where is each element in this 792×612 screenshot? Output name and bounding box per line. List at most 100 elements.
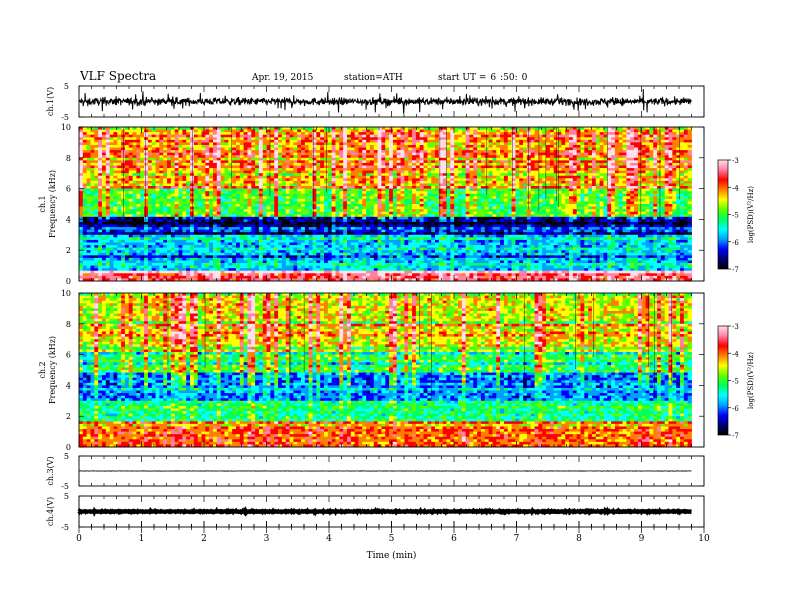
spectrogram-cell: [657, 186, 661, 189]
spectrogram-cell: [247, 191, 251, 194]
spectrogram-cell: [657, 178, 661, 181]
spectrogram-cell: [133, 178, 137, 181]
spectrogram-cell: [79, 204, 83, 207]
spectrogram-cell: [335, 130, 339, 133]
spectrogram-cell: [290, 189, 294, 192]
spectrogram-cell: [600, 158, 604, 161]
spectrogram-cell: [113, 150, 117, 153]
spectrogram-cell: [573, 176, 577, 179]
spectrogram-cell: [186, 153, 190, 156]
spectrogram-cell: [573, 183, 577, 186]
spectrogram-cell: [669, 140, 673, 143]
spectrogram-cell: [546, 145, 550, 148]
spectrogram-cell: [335, 176, 339, 179]
spectrogram-cell: [217, 158, 221, 161]
spectrogram-cell: [619, 181, 623, 184]
spectrogram-cell: [515, 153, 519, 156]
spectrogram-cell: [186, 158, 190, 161]
spectrogram-cell: [240, 166, 244, 169]
spectrogram-cell: [79, 163, 83, 166]
spectrogram-cell: [592, 191, 596, 194]
spectrogram-cell: [113, 153, 117, 156]
spectrogram-cell: [489, 163, 493, 166]
spectrogram-cell: [424, 137, 428, 140]
spectrogram-cell: [649, 130, 653, 133]
spectrogram-cell: [577, 150, 581, 153]
spectrogram-cell: [240, 130, 244, 133]
spectrogram-cell: [519, 173, 523, 176]
spectrogram-cell: [634, 145, 638, 148]
spectrogram-cell: [481, 132, 485, 135]
spectrogram-cell: [672, 173, 676, 176]
spectrogram-cell: [110, 168, 114, 171]
spectrogram-cell: [669, 166, 673, 169]
spectrogram-cell: [324, 155, 328, 158]
spectrogram-cell: [397, 140, 401, 143]
spectrogram-cell: [205, 199, 209, 202]
spectrogram-cell: [205, 132, 209, 135]
spectrogram-cell: [546, 194, 550, 197]
spectrogram-cell: [416, 142, 420, 145]
spectrogram-cell: [665, 194, 669, 197]
spectrogram-cell: [565, 166, 569, 169]
spectrogram-cell: [98, 166, 102, 169]
spectrogram-cell: [332, 155, 336, 158]
spectrogram-cell: [117, 145, 121, 148]
spectrogram-cell: [561, 173, 565, 176]
spectrogram-cell: [125, 130, 129, 133]
spectrogram-cell: [309, 145, 313, 148]
spectrogram-cell: [546, 142, 550, 145]
spectrogram-cell: [619, 153, 623, 156]
spectrogram-cell: [213, 178, 217, 181]
spectrogram-cell: [209, 160, 213, 163]
spectrogram-cell: [347, 155, 351, 158]
spectrogram-cell: [374, 155, 378, 158]
spectrogram-cell: [175, 196, 179, 199]
spectrogram-cell: [669, 178, 673, 181]
spectrogram-cell: [611, 155, 615, 158]
spectrogram-cell: [492, 168, 496, 171]
spectrogram-cell: [332, 145, 336, 148]
spectrogram-cell: [313, 181, 317, 184]
spectrogram-cell: [179, 178, 183, 181]
spectrogram-cell: [492, 140, 496, 143]
spectrogram-cell: [500, 160, 504, 163]
spectrogram-cell: [129, 191, 133, 194]
spectrogram-cell: [328, 145, 332, 148]
spectrogram-cell: [328, 155, 332, 158]
spectrogram-cell: [588, 194, 592, 197]
spectrogram-cell: [646, 163, 650, 166]
spectrogram-cell: [462, 178, 466, 181]
spectrogram-cell: [347, 176, 351, 179]
spectrogram-cell: [156, 160, 160, 163]
spectrogram-cell: [458, 148, 462, 151]
spectrogram-cell: [504, 148, 508, 151]
spectrogram-cell: [596, 132, 600, 135]
spectrogram-cell: [542, 201, 546, 204]
spectrogram-cell: [297, 189, 301, 192]
spectrogram-cell: [83, 194, 87, 197]
spectrogram-cell: [94, 132, 98, 135]
spectrogram-cell: [159, 168, 163, 171]
spectrogram-cell: [661, 140, 665, 143]
spectrogram-cell: [167, 204, 171, 207]
spectrogram-cell: [435, 181, 439, 184]
spectrogram-cell: [106, 150, 110, 153]
spectrogram-cell: [366, 168, 370, 171]
spectrogram-cell: [121, 186, 125, 189]
spectrogram-cell: [213, 201, 217, 204]
spectrogram-cell: [592, 186, 596, 189]
spectrogram-cell: [324, 130, 328, 133]
spectrogram-cell: [255, 158, 259, 161]
spectrogram-cell: [642, 171, 646, 174]
spectrogram-cell: [420, 160, 424, 163]
spectrogram-cell: [397, 168, 401, 171]
spectrogram-cell: [297, 130, 301, 133]
spectrogram-cell: [205, 178, 209, 181]
spectrogram-cell: [554, 201, 558, 204]
spectrogram-cell: [584, 181, 588, 184]
spectrogram-cell: [416, 186, 420, 189]
spectrogram-cell: [251, 191, 255, 194]
spectrogram-cell: [389, 171, 393, 174]
spectrogram-cell: [113, 168, 117, 171]
